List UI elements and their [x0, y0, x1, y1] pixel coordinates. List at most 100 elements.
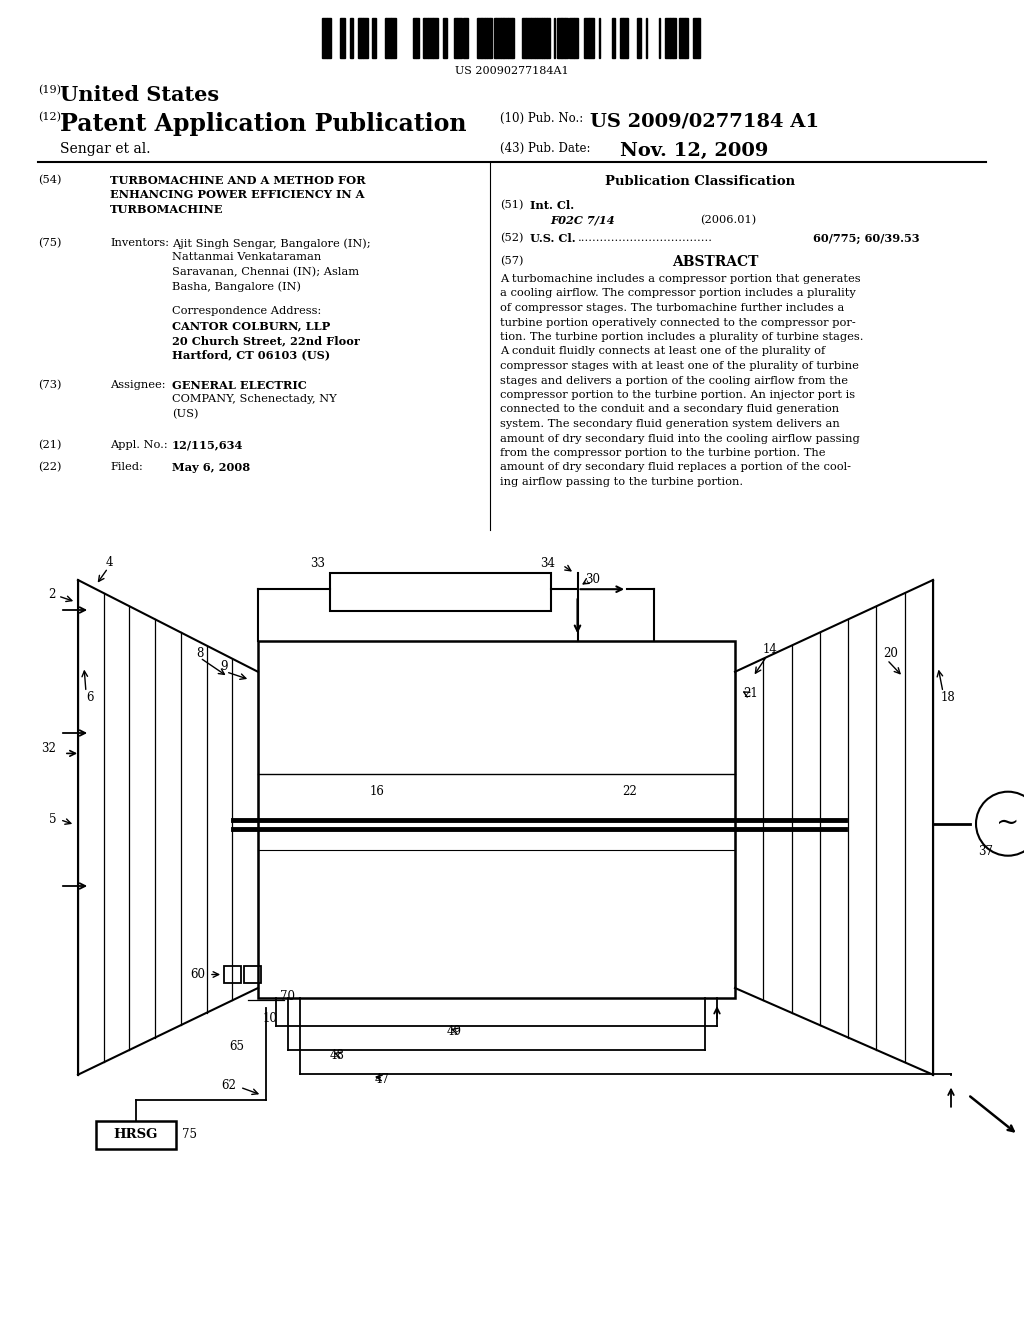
Text: (54): (54) — [38, 176, 61, 185]
Bar — [485, 18, 487, 58]
Bar — [224, 966, 241, 983]
Bar — [443, 18, 447, 58]
Text: A turbomachine includes a compressor portion that generates: A turbomachine includes a compressor por… — [500, 275, 860, 284]
Text: 62: 62 — [221, 1078, 236, 1092]
Bar — [589, 18, 594, 58]
Text: United States: United States — [60, 84, 219, 106]
Bar — [508, 18, 512, 58]
Text: (73): (73) — [38, 380, 61, 391]
Bar — [698, 18, 700, 58]
Text: Appl. No.:: Appl. No.: — [110, 440, 168, 450]
Bar — [535, 18, 537, 58]
Text: 14: 14 — [763, 643, 778, 656]
Text: ENHANCING POWER EFFICIENCY IN A: ENHANCING POWER EFFICIENCY IN A — [110, 190, 365, 201]
Bar — [544, 18, 547, 58]
Bar — [454, 18, 457, 58]
Text: Int. Cl.: Int. Cl. — [530, 201, 574, 211]
Bar — [537, 18, 542, 58]
Text: US 2009/0277184 A1: US 2009/0277184 A1 — [590, 112, 819, 129]
Text: Ajit Singh Sengar, Bangalore (IN);: Ajit Singh Sengar, Bangalore (IN); — [172, 238, 371, 248]
Text: (10) Pub. No.:: (10) Pub. No.: — [500, 112, 584, 125]
Bar — [584, 18, 589, 58]
Bar — [386, 18, 391, 58]
Text: a cooling airflow. The compressor portion includes a plurality: a cooling airflow. The compressor portio… — [500, 289, 856, 298]
Text: (52): (52) — [500, 234, 523, 243]
Bar — [531, 18, 535, 58]
Bar — [428, 18, 433, 58]
Bar — [496, 18, 501, 58]
Bar — [96, 1121, 176, 1148]
Text: 5: 5 — [48, 813, 56, 826]
Bar — [361, 18, 362, 58]
Bar — [350, 18, 353, 58]
Bar — [463, 18, 468, 58]
Text: Sengar et al.: Sengar et al. — [60, 143, 151, 156]
Bar — [501, 18, 503, 58]
Bar — [330, 573, 551, 611]
Text: Saravanan, Chennai (IN); Aslam: Saravanan, Chennai (IN); Aslam — [172, 267, 359, 277]
Text: Patent Application Publication: Patent Application Publication — [60, 112, 467, 136]
Text: 65: 65 — [229, 1040, 244, 1052]
Text: of compressor stages. The turbomachine further includes a: of compressor stages. The turbomachine f… — [500, 304, 844, 313]
Text: May 6, 2008: May 6, 2008 — [172, 462, 250, 473]
Bar — [258, 642, 735, 998]
Text: Nattanmai Venkataraman: Nattanmai Venkataraman — [172, 252, 322, 263]
Text: TURBOMACHINE: TURBOMACHINE — [110, 205, 223, 215]
Bar — [565, 18, 568, 58]
Text: 60/775; 60/39.53: 60/775; 60/39.53 — [813, 234, 920, 244]
Bar — [665, 18, 670, 58]
Text: CANTOR COLBURN, LLP: CANTOR COLBURN, LLP — [172, 321, 331, 331]
Text: 30: 30 — [586, 573, 600, 586]
Bar — [494, 18, 496, 58]
Text: system. The secondary fluid generation system delivers an: system. The secondary fluid generation s… — [500, 418, 840, 429]
Text: from the compressor portion to the turbine portion. The: from the compressor portion to the turbi… — [500, 447, 825, 458]
Text: amount of dry secondary fluid replaces a portion of the cool-: amount of dry secondary fluid replaces a… — [500, 462, 851, 473]
Bar — [569, 18, 574, 58]
Text: Inventors:: Inventors: — [110, 238, 169, 248]
Bar — [372, 18, 376, 58]
Text: compressor portion to the turbine portion. An injector port is: compressor portion to the turbine portio… — [500, 389, 855, 400]
Bar — [623, 18, 627, 58]
Bar — [512, 18, 514, 58]
Text: Hartford, CT 06103 (US): Hartford, CT 06103 (US) — [172, 350, 331, 360]
Bar — [487, 18, 490, 58]
Text: (22): (22) — [38, 462, 61, 473]
Text: HRSG: HRSG — [114, 1129, 158, 1140]
Text: ABSTRACT: ABSTRACT — [672, 256, 758, 269]
Bar — [562, 18, 565, 58]
Bar — [542, 18, 544, 58]
Text: U.S. Cl.: U.S. Cl. — [530, 234, 575, 244]
Bar — [685, 18, 688, 58]
Text: (57): (57) — [500, 256, 523, 265]
Bar — [547, 18, 550, 58]
Bar — [433, 18, 438, 58]
Text: 10: 10 — [263, 1011, 278, 1024]
Text: Filed:: Filed: — [110, 462, 142, 473]
Bar — [482, 18, 485, 58]
Text: amount of dry secondary fluid into the cooling airflow passing: amount of dry secondary fluid into the c… — [500, 433, 860, 444]
Bar — [391, 18, 396, 58]
Text: 70: 70 — [280, 990, 295, 1003]
Text: turbine portion operatively connected to the compressor por-: turbine portion operatively connected to… — [500, 318, 856, 327]
Bar — [340, 18, 345, 58]
Bar — [620, 18, 623, 58]
Bar — [416, 18, 419, 58]
Text: 16: 16 — [370, 785, 385, 799]
Text: 9: 9 — [220, 660, 227, 673]
Bar — [322, 18, 327, 58]
Bar — [522, 18, 526, 58]
Text: 37: 37 — [978, 845, 993, 858]
Text: tion. The turbine portion includes a plurality of turbine stages.: tion. The turbine portion includes a plu… — [500, 333, 863, 342]
Text: F02C 7/14: F02C 7/14 — [550, 214, 614, 226]
Bar — [526, 18, 531, 58]
Text: 32: 32 — [41, 742, 56, 755]
Text: US 20090277184A1: US 20090277184A1 — [456, 66, 568, 77]
Text: 60: 60 — [190, 968, 205, 981]
Text: A conduit fluidly connects at least one of the plurality of: A conduit fluidly connects at least one … — [500, 346, 825, 356]
Text: 12/115,634: 12/115,634 — [172, 440, 244, 450]
Text: 4: 4 — [106, 556, 114, 569]
Text: GENERAL ELECTRIC: GENERAL ELECTRIC — [172, 380, 307, 391]
Text: Correspondence Address:: Correspondence Address: — [172, 306, 322, 315]
Text: ing airflow passing to the turbine portion.: ing airflow passing to the turbine porti… — [500, 477, 743, 487]
Bar — [612, 18, 615, 58]
